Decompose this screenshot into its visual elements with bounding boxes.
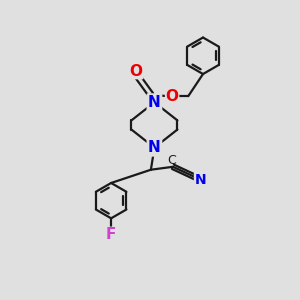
Text: O: O [130, 64, 143, 79]
Text: N: N [148, 140, 161, 155]
Text: C: C [167, 154, 176, 167]
Text: F: F [106, 227, 116, 242]
Text: N: N [194, 173, 206, 187]
Text: O: O [166, 88, 178, 104]
Text: N: N [148, 95, 161, 110]
